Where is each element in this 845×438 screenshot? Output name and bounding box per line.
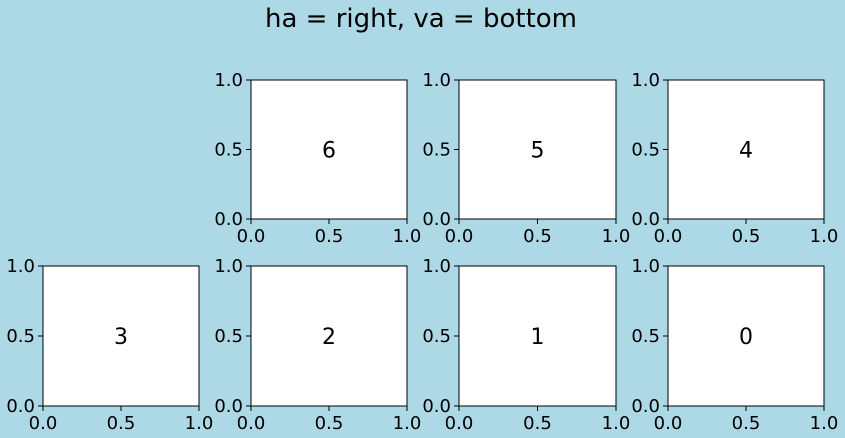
- axes-frame: [667, 79, 825, 220]
- x-tick-label: 0.5: [315, 413, 344, 434]
- y-tick-label: 1.0: [214, 256, 243, 277]
- subplot-label: 5: [531, 139, 545, 164]
- x-tick-label: 0.5: [523, 413, 552, 434]
- x-tick-label: 0.0: [29, 413, 58, 434]
- y-tick-label: 0.5: [422, 326, 451, 347]
- y-tick-label: 1.0: [631, 70, 660, 91]
- subplot-1: 0.0 0.5 1.0 0.0 0.5 1.0 1: [422, 256, 630, 434]
- y-tick-label: 1.0: [422, 70, 451, 91]
- y-tick-label: 0.5: [6, 326, 35, 347]
- subplot-label: 3: [114, 325, 128, 350]
- axes-frame: [250, 265, 408, 407]
- x-tick-label: 1.0: [810, 413, 839, 434]
- axes-frame: [250, 79, 408, 220]
- y-tick-label: 1.0: [214, 70, 243, 91]
- y-tick-label: 0.5: [214, 140, 243, 161]
- x-tick-label: 0.5: [523, 226, 552, 247]
- axes-frame: [42, 265, 200, 407]
- subplot-2: 0.0 0.5 1.0 0.0 0.5 1.0 2: [214, 256, 421, 434]
- subplot-4: 0.0 0.5 1.0 0.0 0.5 1.0 4: [631, 70, 838, 247]
- y-tick-label: 0.0: [422, 209, 451, 230]
- x-tick-label: 0.5: [107, 413, 136, 434]
- x-tick-label: 0.0: [237, 226, 266, 247]
- x-tick-label: 1.0: [602, 226, 631, 247]
- x-tick-label: 1.0: [185, 413, 214, 434]
- subplot-5: 0.0 0.5 1.0 0.0 0.5 1.0 5: [422, 70, 630, 247]
- subplot-3: 0.0 0.5 1.0 0.0 0.5 1.0 3: [6, 256, 213, 434]
- figure-title: ha = right, va = bottom: [265, 4, 577, 34]
- y-tick-label: 0.5: [631, 326, 660, 347]
- subplot-label: 2: [322, 325, 336, 350]
- x-tick-label: 0.0: [654, 413, 683, 434]
- x-tick-label: 0.0: [654, 226, 683, 247]
- y-tick-label: 0.5: [214, 326, 243, 347]
- x-tick-label: 1.0: [393, 226, 422, 247]
- y-tick-label: 0.5: [631, 140, 660, 161]
- x-tick-label: 0.0: [445, 413, 474, 434]
- x-tick-label: 0.5: [315, 226, 344, 247]
- x-tick-label: 0.0: [445, 226, 474, 247]
- x-tick-label: 0.5: [732, 413, 761, 434]
- y-tick-label: 0.0: [422, 396, 451, 417]
- subplot-label: 1: [531, 325, 545, 350]
- x-tick-label: 1.0: [810, 226, 839, 247]
- y-tick-label: 1.0: [631, 256, 660, 277]
- x-tick-label: 0.5: [732, 226, 761, 247]
- subplot-label: 6: [322, 139, 336, 164]
- y-tick-label: 1.0: [6, 256, 35, 277]
- y-tick-label: 0.0: [6, 396, 35, 417]
- axes-frame: [458, 265, 617, 407]
- axes-frame: [458, 79, 617, 220]
- axes-layer: 0.0 0.5 1.00.00.51.060.0 0.5 1.00.00.51.050.…: [6, 70, 838, 434]
- subplot-6: 0.0 0.5 1.0 0.0 0.5 1.0 6: [214, 70, 421, 247]
- axes-frame: [667, 265, 825, 407]
- x-tick-label: 0.0: [237, 413, 266, 434]
- y-tick-label: 0.5: [422, 140, 451, 161]
- y-tick-label: 1.0: [422, 256, 451, 277]
- y-tick-label: 0.0: [631, 209, 660, 230]
- y-tick-label: 0.0: [214, 396, 243, 417]
- subplot-label: 4: [739, 139, 753, 164]
- x-tick-label: 1.0: [393, 413, 422, 434]
- subplot-label: 0: [739, 325, 753, 350]
- x-tick-label: 1.0: [602, 413, 631, 434]
- subplot-0: 0.0 0.5 1.0 0.0 0.5 1.0 0: [631, 256, 838, 434]
- y-tick-label: 0.0: [214, 209, 243, 230]
- y-tick-label: 0.0: [631, 396, 660, 417]
